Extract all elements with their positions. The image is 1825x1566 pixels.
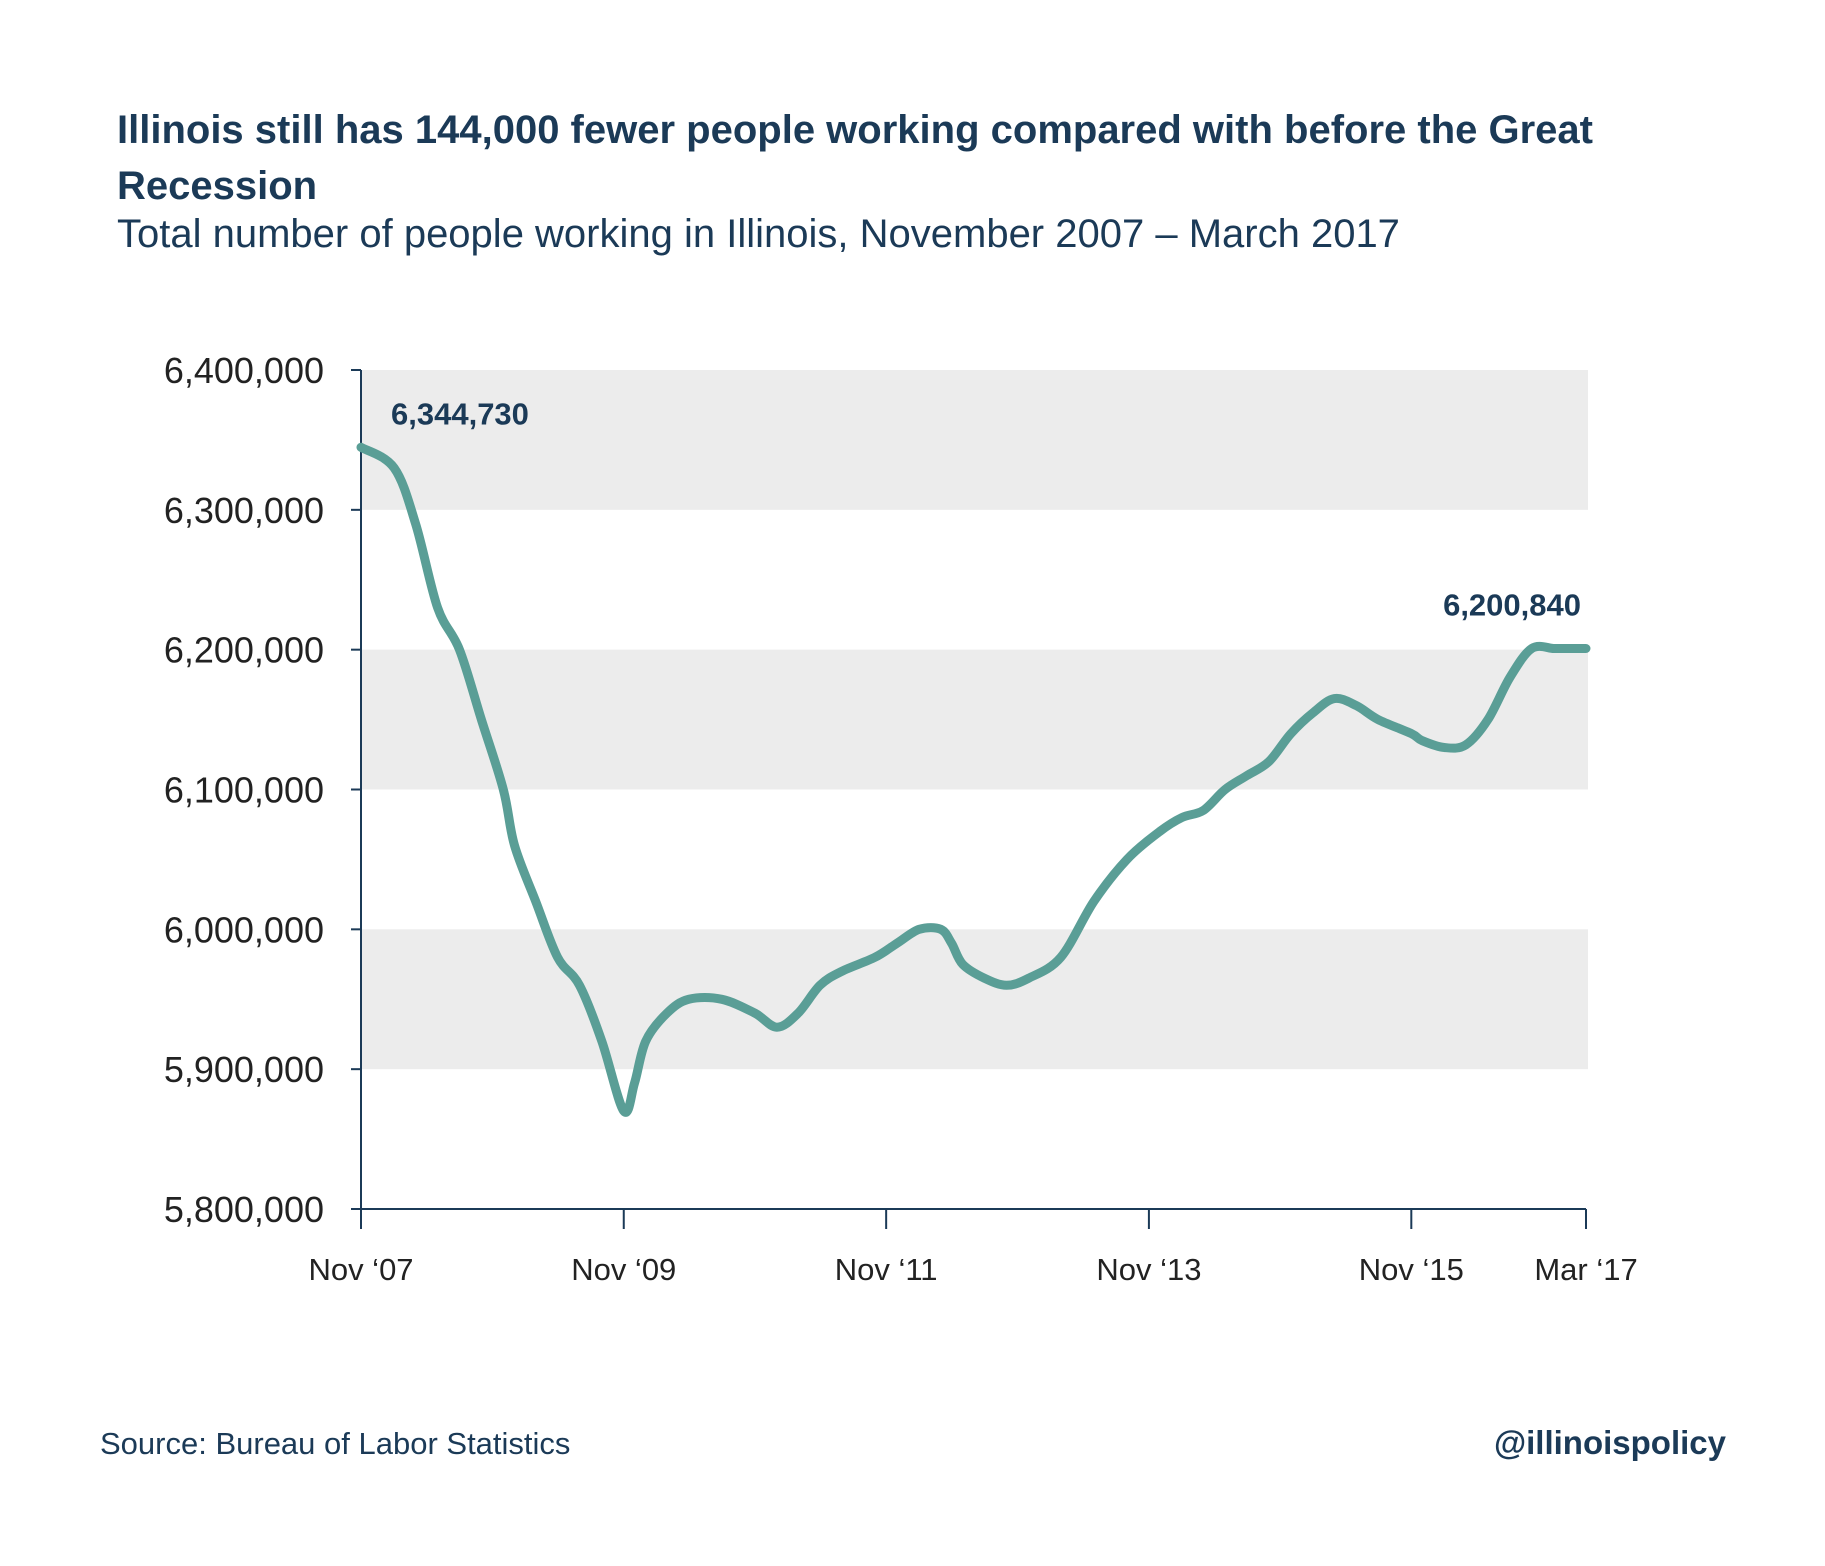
x-tick-label: Nov ‘11 (835, 1252, 938, 1287)
y-tick-label: 6,200,000 (164, 630, 324, 671)
data-label: 6,344,730 (391, 396, 529, 431)
series-line-0 (356, 442, 1591, 1117)
x-tick-label: Nov ‘13 (1096, 1252, 1201, 1287)
y-tick-label: 6,300,000 (164, 490, 324, 531)
y-axis-ticks: 6,400,000 6,300,000 6,200,000 6,100,000 6,00… (164, 350, 361, 1230)
x-tick-label: Nov ‘09 (571, 1252, 676, 1287)
y-tick-label: 6,100,000 (164, 770, 324, 811)
background-bands (361, 370, 1588, 1070)
x-tick-label: Mar ‘17 (1534, 1252, 1637, 1287)
chart-title: Illinois still has 144,000 fewer people … (117, 108, 1593, 208)
source-note: Source: Bureau of Labor Statistics (100, 1426, 571, 1461)
x-tick-label: Nov ‘15 (1359, 1252, 1464, 1287)
y-tick-label: 6,000,000 (164, 909, 324, 950)
series-group (356, 442, 1591, 1117)
chart-subtitle: Total number of people working in Illino… (117, 212, 1400, 256)
annotations: 6,344,730 6,200,840 (391, 396, 1581, 622)
x-axis-ticks: Nov ‘07 Nov ‘09 Nov ‘11 Nov ‘13 Nov ‘15 Mar ‘… (308, 1209, 1638, 1287)
data-label: 6,200,840 (1443, 587, 1581, 622)
grid-band-1 (361, 649, 1588, 790)
grid-band-0 (361, 370, 1588, 510)
grid-band-2 (361, 929, 1588, 1070)
social-handle: @illinoispolicy (1493, 1424, 1726, 1461)
x-tick-label: Nov ‘07 (308, 1252, 413, 1287)
y-tick-label: 6,400,000 (164, 350, 324, 391)
y-tick-label: 5,900,000 (164, 1049, 324, 1090)
y-tick-label: 5,800,000 (164, 1189, 324, 1230)
